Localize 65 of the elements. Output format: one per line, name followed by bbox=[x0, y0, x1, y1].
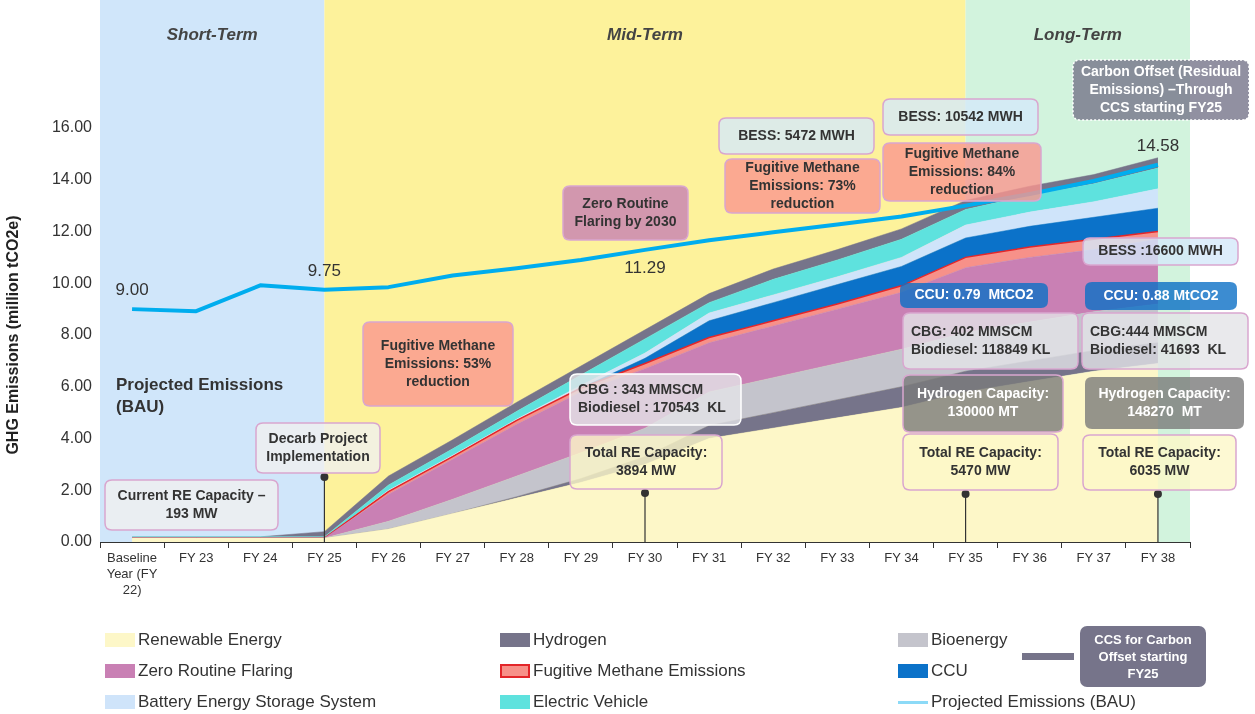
data-label: 11.29 bbox=[624, 258, 666, 278]
annotation: Zero Routine Flaring by 2030 bbox=[574, 194, 677, 229]
annotation: Total RE Capacity: 6035 MW bbox=[1098, 444, 1221, 479]
y-tick-label: 4.00 bbox=[60, 428, 93, 446]
annotation: CBG:444 MMSCM Biodiesel: 41693 KL bbox=[1090, 322, 1227, 357]
legend-label: Fugitive Methane Emissions bbox=[533, 661, 746, 681]
annotation: Total RE Capacity: 3894 MW bbox=[584, 443, 708, 478]
x-tick-label: FY 25 bbox=[307, 550, 342, 566]
annotation: BESS: 5472 MWH bbox=[738, 126, 855, 143]
x-tick-label: FY 27 bbox=[435, 550, 470, 566]
annotation: Projected Emissions (BAU) bbox=[116, 374, 284, 416]
legend-label: CCS for Carbon Offset starting FY25 bbox=[1080, 626, 1206, 687]
annotation: Current RE Capacity – 193 MW bbox=[117, 486, 266, 521]
y-tick-label: 0.00 bbox=[60, 532, 93, 550]
x-tick-label: FY 24 bbox=[243, 550, 278, 566]
legend-label: Electric Vehicle bbox=[533, 692, 649, 712]
legend-label: Renewable Energy bbox=[138, 630, 282, 650]
data-label: 9.00 bbox=[115, 280, 149, 300]
x-tick-label: FY 29 bbox=[563, 550, 599, 566]
band-label: Mid-Term bbox=[607, 24, 683, 44]
legend-label: CCU bbox=[931, 661, 968, 681]
annotation: Fugitive Methane Emissions: 84% reduction bbox=[904, 144, 1020, 198]
annotation: CBG : 343 MMSCM Biodiesel : 170543 KL bbox=[578, 381, 727, 416]
legend-label: Projected Emissions (BAU) bbox=[931, 692, 1137, 712]
y-tick-label: 8.00 bbox=[60, 325, 93, 343]
x-tick-label: Baseline Year (FY 22) bbox=[106, 550, 158, 597]
y-tick-label: 2.00 bbox=[60, 480, 93, 498]
y-axis-title: GHG Emissions (million tCO2e) bbox=[4, 215, 22, 455]
x-tick-label: FY 23 bbox=[178, 550, 214, 566]
y-tick-label: 6.00 bbox=[60, 377, 93, 395]
y-tick-label: 16.00 bbox=[51, 118, 93, 136]
annotation: Fugitive Methane Emissions: 53% reduction bbox=[380, 336, 496, 390]
x-tick-label: FY 31 bbox=[691, 550, 727, 566]
legend-label: Hydrogen bbox=[533, 630, 607, 650]
x-tick-label: FY 35 bbox=[948, 550, 983, 566]
x-tick-label: FY 38 bbox=[1140, 550, 1176, 566]
annotation: Total RE Capacity: 5470 MW bbox=[919, 443, 1042, 478]
x-tick-label: FY 32 bbox=[756, 550, 791, 566]
x-tick-label: FY 30 bbox=[627, 550, 663, 566]
y-tick-label: 12.00 bbox=[51, 221, 93, 239]
legend-label: Zero Routine Flaring bbox=[138, 661, 293, 681]
y-tick-label: 14.00 bbox=[51, 170, 93, 188]
annotation: Hydrogen Capacity: 130000 MT bbox=[916, 385, 1050, 420]
legend-label: Battery Energy Storage System bbox=[138, 692, 377, 712]
annotation: Decarb Project Implementation bbox=[266, 429, 370, 464]
y-tick-label: 10.00 bbox=[51, 273, 93, 291]
x-tick-label: FY 28 bbox=[499, 550, 534, 566]
annotation: BESS :16600 MWH bbox=[1098, 242, 1223, 259]
band-label: Short-Term bbox=[166, 24, 258, 44]
band-label: Long-Term bbox=[1033, 24, 1122, 44]
annotation: CBG: 402 MMSCM Biodiesel: 118849 KL bbox=[911, 322, 1051, 357]
data-label: 9.75 bbox=[307, 260, 341, 280]
annotation: CCU: 0.79 MtCO2 bbox=[914, 286, 1034, 303]
x-tick-label: FY 34 bbox=[884, 550, 919, 566]
x-tick-label: FY 37 bbox=[1076, 550, 1112, 566]
text: Carbon Offset (Residual Emissions) –Through CCS starting FY25 bbox=[1080, 62, 1242, 116]
annotation: Hydrogen Capacity: 148270 MT bbox=[1098, 384, 1231, 419]
data-label: 14.58 bbox=[1136, 135, 1180, 155]
x-tick-label: FY 33 bbox=[820, 550, 855, 566]
x-tick-label: FY 26 bbox=[371, 550, 406, 566]
legend-label: Bioenergy bbox=[931, 630, 1008, 650]
text: BESS: 10542 MWH bbox=[898, 107, 1023, 124]
annotation: Fugitive Methane Emissions: 73% reduction bbox=[745, 158, 860, 212]
annotation: CCU: 0.88 MtCO2 bbox=[1103, 286, 1219, 303]
x-tick-label: FY 36 bbox=[1012, 550, 1047, 566]
